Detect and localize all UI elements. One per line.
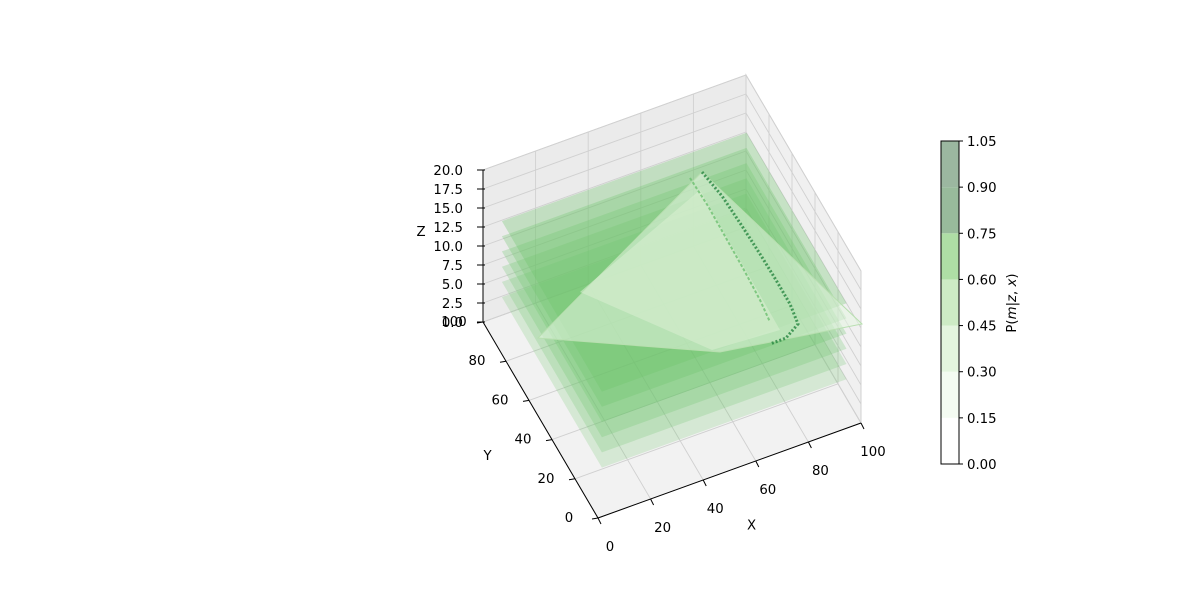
wall-gridline [482, 131, 862, 329]
colorbar-label-x: x [1005, 278, 1020, 287]
colorbar-label-p: P( [1005, 319, 1020, 332]
floor-gridline [574, 383, 839, 480]
wall-gridline [482, 93, 862, 291]
colorbar-band [941, 279, 959, 326]
wall-gridline [482, 74, 862, 272]
y-tick-mark [499, 360, 507, 363]
floor-gridline [551, 344, 816, 441]
x-tick-label: 0 [606, 540, 614, 555]
colorbar-label-bar: | [1005, 302, 1020, 306]
colorbar-band [941, 371, 959, 418]
colorbar-tick-label: 0.00 [967, 458, 997, 473]
x-axis-label: X [747, 519, 756, 534]
z-tick-label: 20.0 [433, 164, 463, 179]
colorbar-tick-label: 0.30 [967, 366, 997, 381]
colorbar-label-close: ) [1005, 273, 1020, 278]
z-tick-label: 7.5 [442, 259, 463, 274]
x-tick-mark [807, 441, 812, 449]
y-tick-label: 80 [469, 354, 486, 369]
y-axis-line [482, 321, 599, 519]
cone-edge-mid [689, 177, 771, 323]
colorbar-ticks: 0.00 0.15 0.30 0.45 0.60 0.75 0.90 1.05 [959, 135, 997, 473]
cone-inner-surface [580, 190, 780, 350]
z-tick-label: 10.0 [433, 240, 463, 255]
x-tick-label: 80 [812, 464, 829, 479]
colorbar-band [941, 325, 959, 372]
colorbar-band [941, 417, 959, 464]
wall-gridline [482, 112, 862, 310]
colorbar-tick-label: 0.75 [967, 227, 997, 242]
z-tick-label: 0.0 [442, 316, 463, 331]
wall-gridline [482, 150, 862, 348]
x-axis-ticks: 0 20 40 60 80 100 [597, 422, 886, 555]
x-tick-mark [650, 498, 655, 506]
x-tick-label: 100 [860, 445, 885, 460]
y-tick-mark [522, 399, 530, 402]
z-tick-label: 17.5 [433, 183, 463, 198]
colorbar-tick-label: 1.05 [967, 135, 997, 150]
colorbar [940, 140, 960, 465]
colorbar-band [941, 187, 959, 234]
colorbar-label-z: z [1005, 294, 1020, 303]
x-tick-mark [860, 422, 865, 430]
y-tick-mark [545, 439, 553, 442]
y-tick-label: 60 [492, 393, 509, 408]
z-tick-label: 15.0 [433, 202, 463, 217]
y-tick-mark [568, 478, 576, 481]
probability-volume [501, 132, 864, 468]
x-axis-line [597, 422, 862, 519]
colorbar-band [941, 141, 959, 188]
y-axis-label: Y [482, 449, 492, 464]
y-tick-label: 40 [515, 433, 532, 448]
colorbar-frame [940, 140, 960, 465]
cone-edge-high [700, 171, 800, 346]
wall-gridline [482, 207, 862, 405]
colorbar-band [941, 233, 959, 280]
colorbar-label-comma: , [1005, 286, 1020, 294]
x-tick-label: 60 [759, 483, 776, 498]
y-tick-mark [591, 517, 599, 520]
y-tick-label: 0 [565, 511, 573, 526]
x-tick-label: 40 [707, 502, 724, 517]
colorbar-tick-label: 0.90 [967, 181, 997, 196]
y-tick-label: 20 [538, 472, 555, 487]
colorbar-label-m: m [1005, 306, 1020, 319]
z-axis-ticks: 0.0 2.5 5.0 7.5 10.0 12.5 15.0 17.5 20.0 [433, 164, 485, 331]
z-axis-label: Z [416, 225, 425, 240]
x-tick-mark [755, 460, 760, 468]
colorbar-label: P(m|z, x) [1005, 273, 1020, 332]
x-tick-label: 20 [654, 521, 671, 536]
colorbar-tick-label: 0.60 [967, 273, 997, 288]
colorbar-tick-label: 0.45 [967, 320, 997, 335]
x-tick-mark [597, 517, 602, 525]
x-tick-mark [702, 479, 707, 487]
z-tick-label: 12.5 [433, 221, 463, 236]
y-tick-label: 100 [441, 315, 466, 330]
colorbar-tick-label: 0.15 [967, 412, 997, 427]
gridlines [482, 74, 862, 519]
z-tick-label: 2.5 [442, 297, 463, 312]
z-tick-label: 5.0 [442, 278, 463, 293]
